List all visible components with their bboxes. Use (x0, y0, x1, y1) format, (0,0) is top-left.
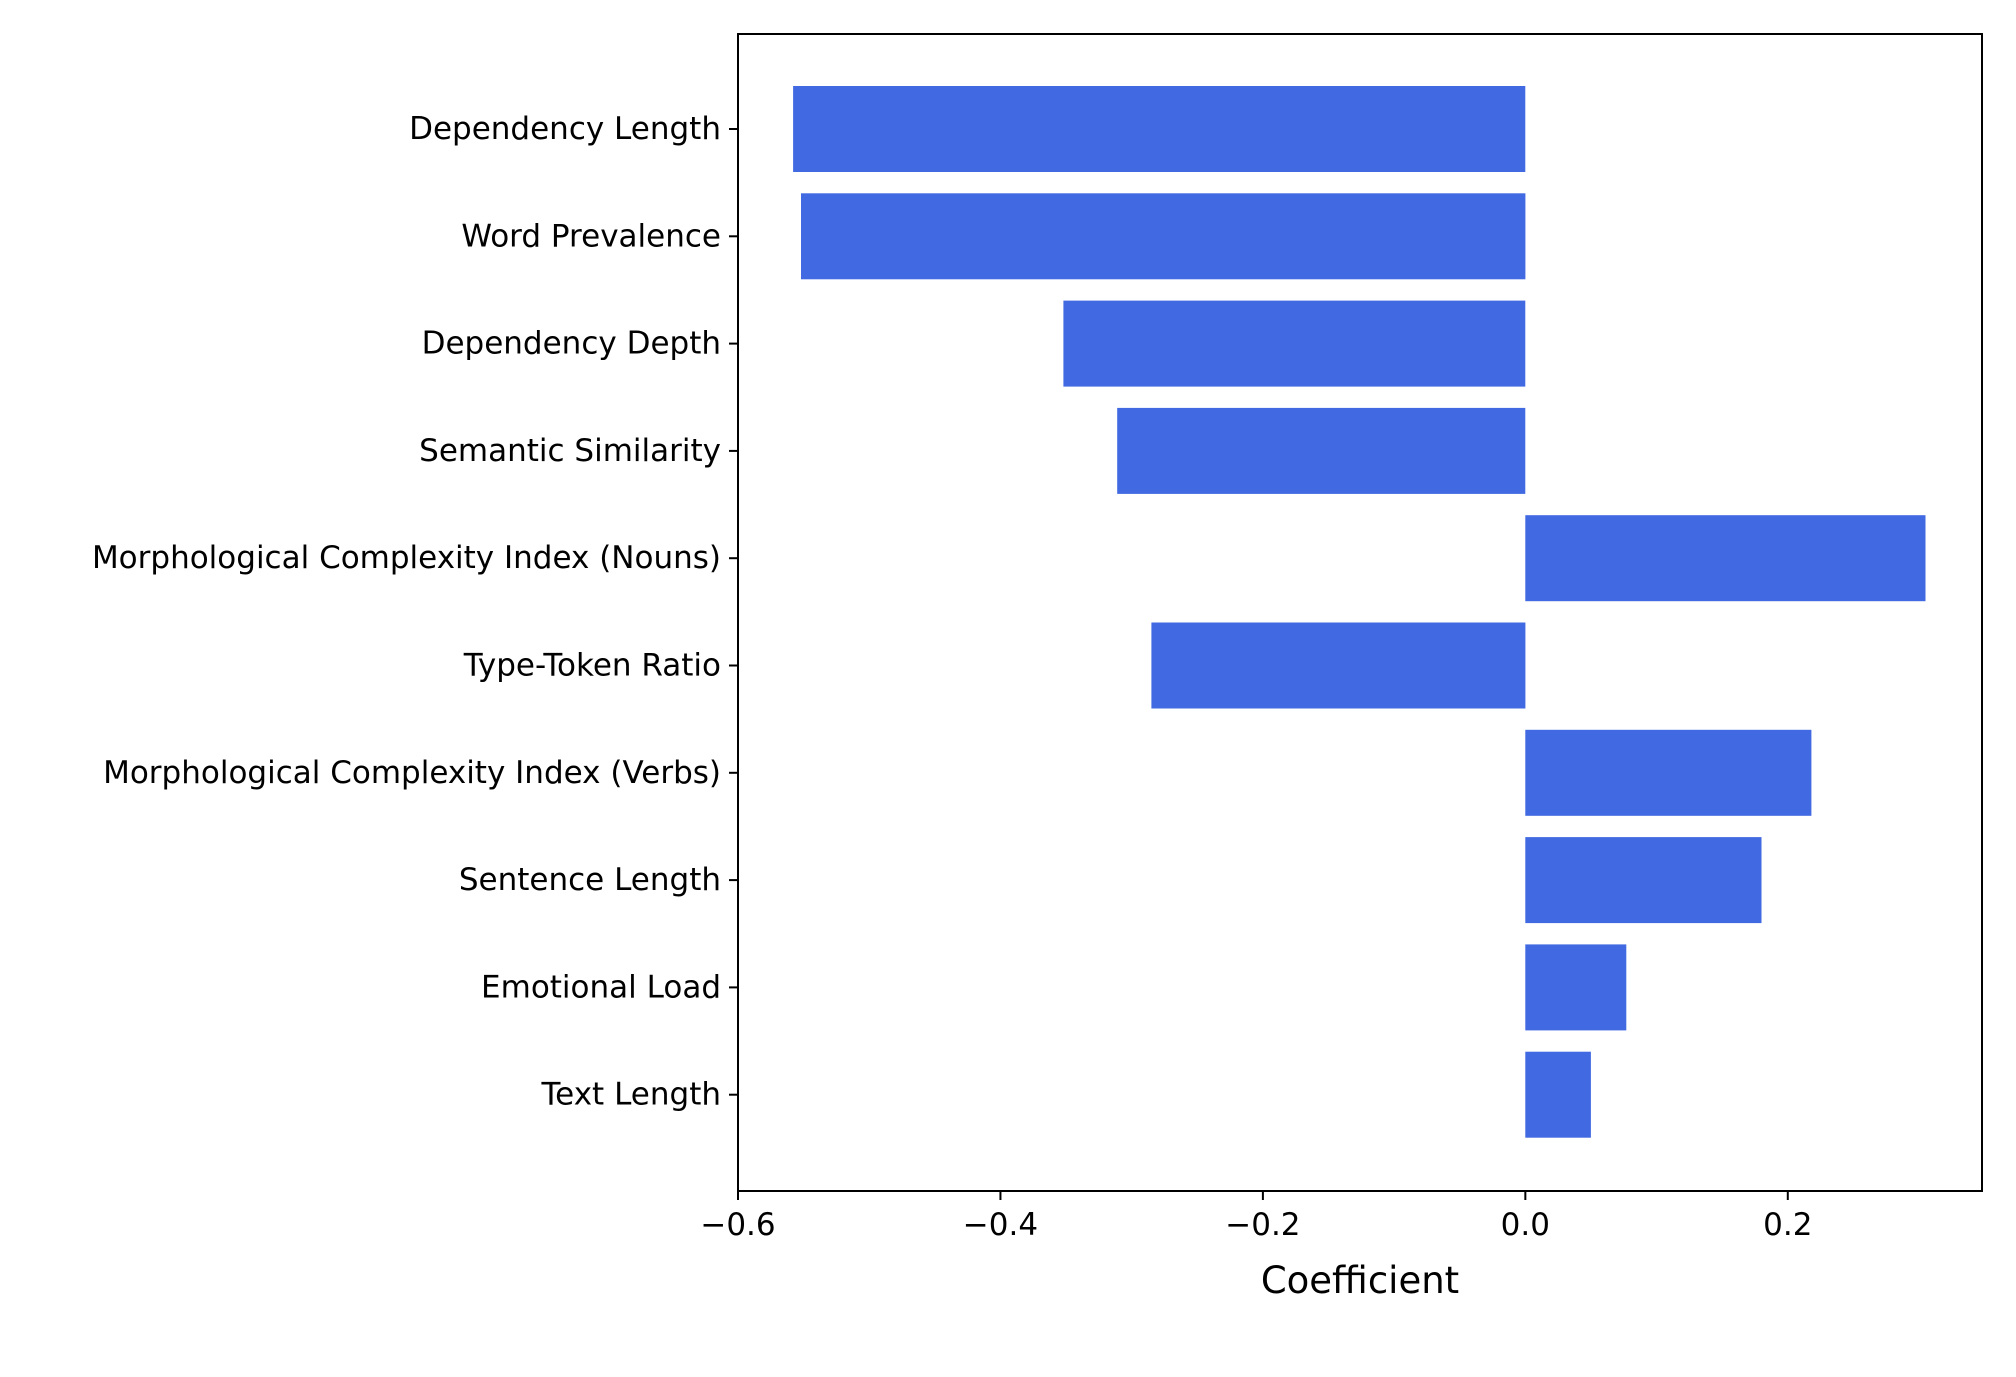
y-tick-label: Dependency Length (409, 111, 721, 147)
y-tick-label: Emotional Load (481, 969, 721, 1005)
y-tick-label: Type-Token Ratio (463, 648, 721, 684)
bar-text-length (1525, 1051, 1591, 1138)
plot-area-frame (737, 33, 1983, 1192)
y-tick-label: Dependency Depth (422, 326, 721, 362)
x-tick-label: 0.2 (1763, 1207, 1812, 1243)
x-axis: −0.6 −0.4 −0.2 0.0 0.2 (700, 1191, 1812, 1243)
x-tick-label: −0.4 (963, 1207, 1038, 1243)
x-tick-label: 0.0 (1501, 1207, 1550, 1243)
y-tick-label: Text Length (541, 1077, 721, 1113)
bar-emotional-load (1525, 944, 1627, 1031)
bar-semantic-similarity (1117, 407, 1526, 494)
x-tick-label: −0.2 (1225, 1207, 1300, 1243)
bar-sentence-length (1525, 837, 1762, 924)
bar-dependency-depth (1063, 300, 1526, 387)
bar-dependency-length (793, 86, 1526, 172)
y-tick-label: Word Prevalence (461, 218, 721, 254)
bar-type-token-ratio (1151, 622, 1526, 709)
y-tick-label: Semantic Similarity (419, 433, 721, 469)
y-tick-label: Morphological Complexity Index (Verbs) (103, 755, 721, 791)
y-tick-label: Sentence Length (459, 862, 721, 898)
bar-morphological-complexity-index-verbs (1525, 729, 1812, 816)
bars-layer (793, 86, 1926, 1138)
bar-morphological-complexity-index-nouns (1525, 515, 1926, 602)
bar-word-prevalence (801, 193, 1526, 280)
y-tick-label: Morphological Complexity Index (Nouns) (92, 540, 721, 576)
x-tick-label: −0.6 (700, 1207, 775, 1243)
x-axis-title: Coefficient (1261, 1259, 1459, 1302)
y-axis: Dependency Length Word Prevalence Dependen… (92, 111, 738, 1113)
